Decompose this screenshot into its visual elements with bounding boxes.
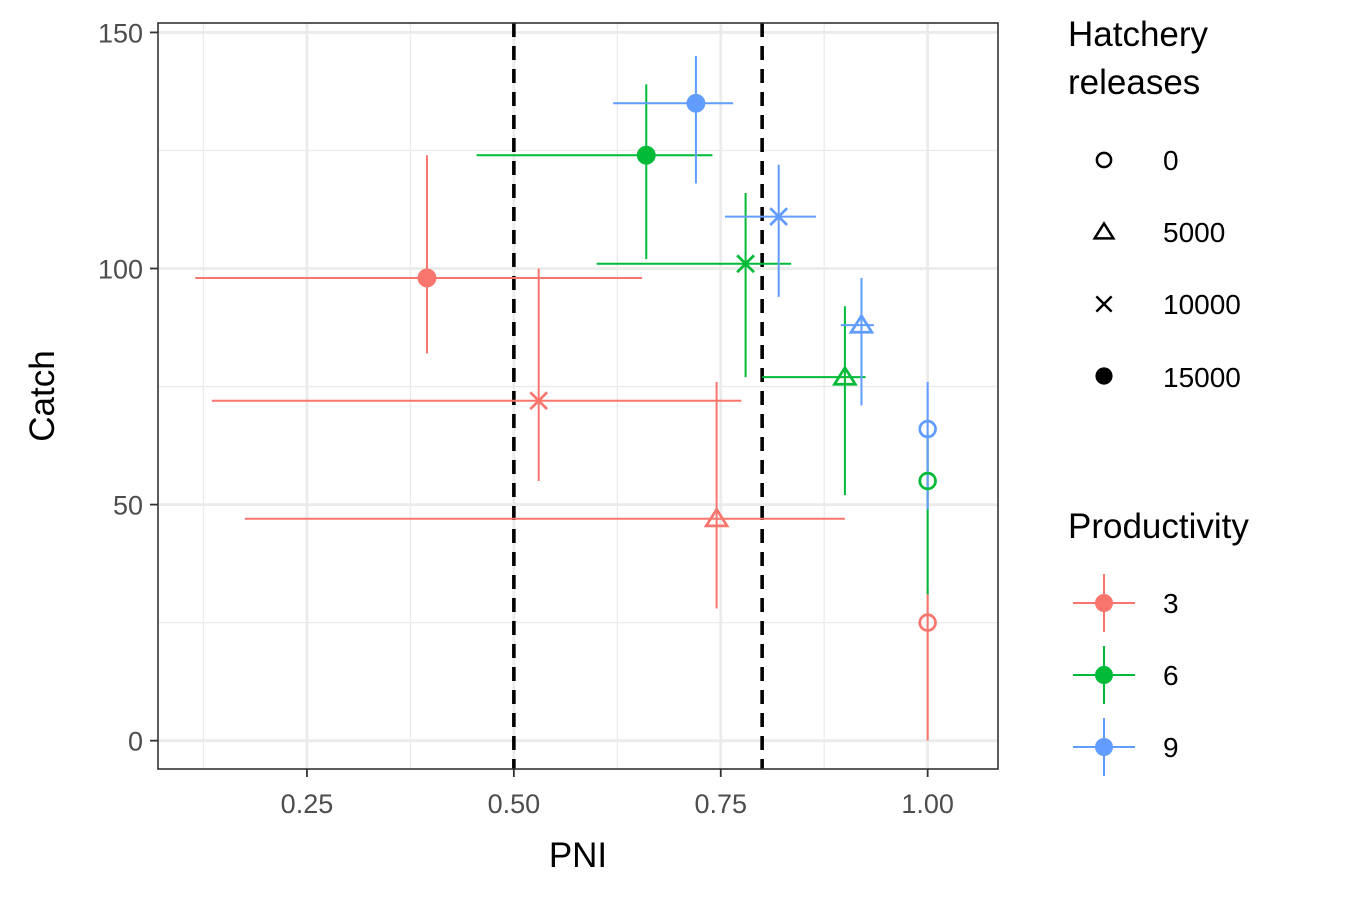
legend-shape-title-line-1: Hatchery <box>1068 15 1209 54</box>
x-tick-label: 0.25 <box>281 789 334 819</box>
legend-color-keys <box>1073 574 1135 776</box>
data-point <box>529 391 549 411</box>
legend-color-key <box>1073 718 1135 776</box>
y-tick-label: 0 <box>128 727 143 757</box>
error-bars <box>195 56 929 741</box>
legend-shape-label-1: 5000 <box>1163 217 1225 248</box>
y-tick-label: 50 <box>113 491 143 521</box>
data-point <box>918 471 937 491</box>
legend-hatchery-releases: Hatchery releases 0 5000 10000 15000 <box>1068 15 1241 393</box>
data-point <box>686 93 706 113</box>
legend-productivity: Productivity 3 6 9 <box>1068 507 1249 776</box>
data-point <box>736 254 755 274</box>
axes: 0.25 0.50 0.75 1.00 0 50 100 150 <box>98 18 954 819</box>
legend-shape-label-2: 10000 <box>1163 289 1241 320</box>
data-point <box>703 506 730 528</box>
x-tick-label: 0.50 <box>488 789 541 819</box>
legend-shape-title-line-2: releases <box>1068 63 1200 102</box>
legend-shape-key <box>1095 151 1113 169</box>
y-axis-title: Catch <box>23 350 62 441</box>
legend-color-label-0: 3 <box>1163 588 1179 619</box>
legend-color-label-1: 6 <box>1163 660 1179 691</box>
legend-key-dot <box>1095 738 1113 756</box>
x-axis-title: PNI <box>549 836 607 875</box>
legend-shape-key <box>1095 367 1113 385</box>
data-point <box>636 145 656 165</box>
legend-color-key <box>1073 646 1135 704</box>
data-point <box>918 419 937 439</box>
legend-color-label-2: 9 <box>1163 732 1179 763</box>
x-tick-label: 0.75 <box>694 789 747 819</box>
legend-color-key <box>1073 574 1135 632</box>
data-points <box>417 93 937 632</box>
legend-shape-key <box>1095 295 1113 313</box>
legend-shape-label-3: 15000 <box>1163 362 1241 393</box>
y-tick-label: 150 <box>98 18 143 48</box>
grid <box>158 23 998 769</box>
legend-shape-keys <box>1092 151 1116 385</box>
data-point <box>769 207 789 226</box>
reference-lines <box>512 23 764 769</box>
data-point <box>918 613 937 632</box>
legend-key-dot <box>1095 594 1113 612</box>
data-point <box>417 268 437 288</box>
y-tick-label: 100 <box>98 255 143 285</box>
legend-shape-label-0: 0 <box>1163 145 1179 176</box>
legend-key-dot <box>1095 666 1113 684</box>
panel-border <box>157 22 999 770</box>
data-point <box>848 313 875 334</box>
panel-background <box>158 23 998 769</box>
legend-color-title: Productivity <box>1068 507 1249 546</box>
legend-shape-key <box>1092 221 1116 240</box>
x-tick-label: 1.00 <box>901 789 954 819</box>
data-point <box>832 365 858 386</box>
